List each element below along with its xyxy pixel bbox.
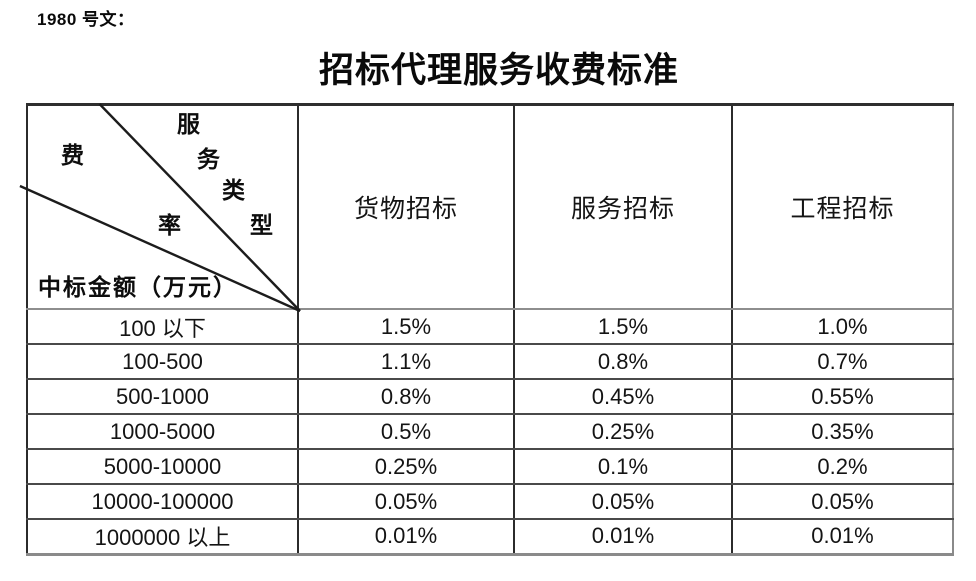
rate-cell: 0.01%	[297, 518, 515, 556]
header-row: 服 务 类 型 费 率 中标金额（万元） 货物招标 服务招标 工程招标	[19, 103, 954, 313]
row-label-cell: 100 以下	[26, 308, 299, 345]
rate-cell: 1.1%	[297, 343, 515, 380]
table-row: 100-500 1.1% 0.8% 0.7%	[26, 343, 954, 380]
table-row: 500-1000 0.8% 0.45% 0.55%	[26, 378, 954, 415]
table-row: 100 以下 1.5% 1.5% 1.0%	[26, 308, 954, 345]
diagonal-divider-lines	[19, 103, 301, 313]
page-title: 招标代理服务收费标准	[318, 51, 679, 90]
row-label-cell: 10000-100000	[26, 483, 299, 520]
rate-cell: 1.0%	[731, 308, 954, 345]
rate-cell: 0.1%	[513, 448, 733, 485]
corner-label-service-type-char: 型	[250, 213, 273, 238]
rate-cell: 0.25%	[297, 448, 515, 485]
rate-cell: 0.01%	[513, 518, 733, 556]
rate-cell: 0.8%	[513, 343, 733, 380]
corner-label-service-type-char: 务	[197, 147, 220, 172]
rate-cell: 1.5%	[297, 308, 515, 345]
rate-cell: 0.55%	[731, 378, 954, 415]
rate-cell: 0.05%	[297, 483, 515, 520]
corner-label-fee-rate-char: 费	[61, 143, 84, 168]
corner-label-fee-rate-char: 率	[158, 213, 181, 238]
column-header-services: 服务招标	[513, 103, 733, 310]
rate-cell: 0.8%	[297, 378, 515, 415]
rate-cell: 0.45%	[513, 378, 733, 415]
fee-table: 服 务 类 型 费 率 中标金额（万元） 货物招标 服务招标 工程招标 100 …	[19, 103, 954, 556]
row-label-cell: 1000-5000	[26, 413, 299, 450]
row-label-cell: 100-500	[26, 343, 299, 380]
rate-cell: 0.2%	[731, 448, 954, 485]
table-row: 1000-5000 0.5% 0.25% 0.35%	[26, 413, 954, 450]
rate-cell: 0.35%	[731, 413, 954, 450]
column-header-goods: 货物招标	[297, 103, 515, 310]
corner-label-service-type-char: 服	[177, 112, 200, 137]
column-header-works: 工程招标	[731, 103, 954, 310]
rate-cell: 0.5%	[297, 413, 515, 450]
table-row: 5000-10000 0.25% 0.1% 0.2%	[26, 448, 954, 485]
rate-cell: 0.7%	[731, 343, 954, 380]
rate-cell: 0.01%	[731, 518, 954, 556]
corner-label-service-type-char: 类	[222, 178, 245, 203]
rate-cell: 1.5%	[513, 308, 733, 345]
table-row: 10000-100000 0.05% 0.05% 0.05%	[26, 483, 954, 520]
rate-cell: 0.05%	[731, 483, 954, 520]
row-label-cell: 1000000 以上	[26, 518, 299, 556]
row-label-cell: 5000-10000	[26, 448, 299, 485]
rate-cell: 0.05%	[513, 483, 733, 520]
corner-header-cell: 服 务 类 型 费 率 中标金额（万元）	[19, 103, 301, 313]
rate-cell: 0.25%	[513, 413, 733, 450]
corner-row-axis-label: 中标金额（万元）	[38, 275, 238, 300]
doc-number: 1980 号文：	[37, 10, 135, 29]
table-row: 1000000 以上 0.01% 0.01% 0.01%	[26, 518, 954, 556]
row-label-cell: 500-1000	[26, 378, 299, 415]
